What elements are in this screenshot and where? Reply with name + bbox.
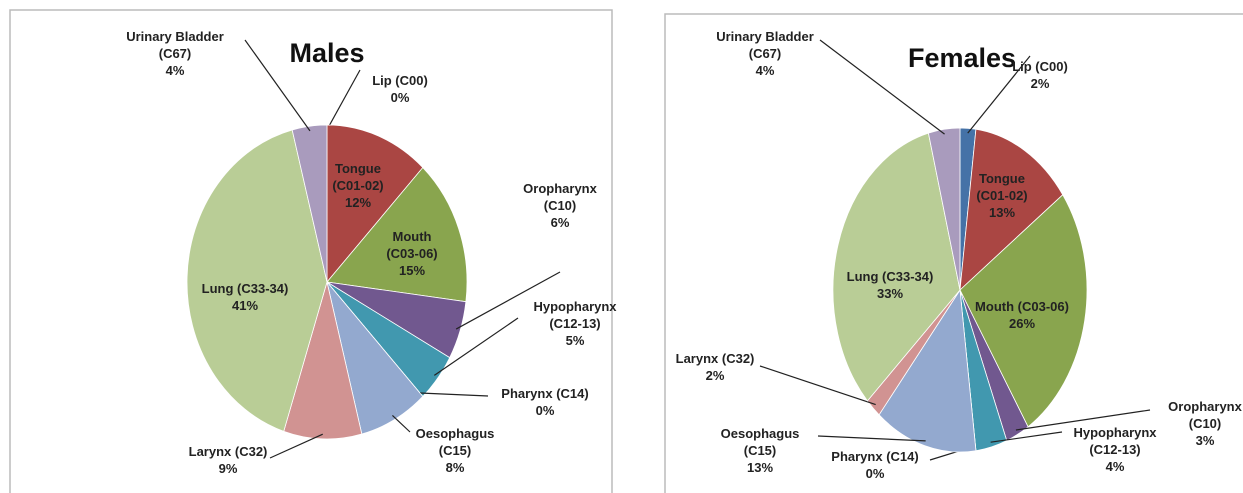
data-label: Oropharynx (C10) 3% [1163, 398, 1243, 449]
data-label: Tongue (C01-02) 13% [965, 170, 1040, 221]
pie-slice [186, 129, 328, 432]
leader-line [269, 433, 323, 459]
data-label: Lung (C33-34) 33% [835, 268, 945, 302]
data-label: Larynx (C32) 2% [660, 350, 770, 384]
category-label: Pharynx (C14) [831, 449, 919, 464]
pie-slice [927, 127, 961, 291]
category-label: Lung (C33-34) [846, 269, 934, 284]
leader-line [759, 365, 876, 406]
pie-slice [291, 124, 328, 283]
data-label: Oesophagus (C15) 13% [715, 425, 805, 476]
value-label: 13% [746, 460, 774, 475]
leader-line [244, 39, 311, 132]
category-label: Larynx (C32) [188, 444, 268, 459]
chart-title: Females [908, 43, 1016, 73]
category-label: Hypopharynx (C12-13) [1073, 425, 1157, 457]
pie-slice [832, 132, 961, 402]
category-label: Pharynx (C14) [501, 386, 589, 401]
category-label: Tongue (C01-02) [332, 161, 384, 193]
value-label: 26% [1008, 316, 1036, 331]
data-label: Mouth (C03-06) 15% [377, 228, 447, 279]
data-label: Hypopharynx (C12-13) 4% [1068, 424, 1163, 475]
pie-slice [326, 124, 424, 284]
value-label: 0% [865, 466, 885, 481]
category-label: Urinary Bladder (C67) [716, 29, 814, 61]
data-label: Lip (C00) 0% [355, 72, 445, 106]
value-label: 6% [550, 215, 570, 230]
pie-slice [878, 288, 977, 453]
leader-line [967, 55, 1031, 134]
leader-line [990, 431, 1063, 443]
leader-line [817, 435, 926, 442]
leader-line [392, 415, 411, 433]
data-label: Lung (C33-34) 41% [190, 280, 300, 314]
leader-line [433, 317, 519, 376]
value-label: 4% [755, 63, 775, 78]
category-label: Mouth (C03-06) [975, 299, 1069, 314]
data-label: Lip (C00) 2% [995, 58, 1085, 92]
value-label: 15% [398, 263, 426, 278]
pie-slice [959, 128, 1064, 292]
data-label: Urinary Bladder (C67) 4% [708, 28, 823, 79]
leader-line [455, 271, 561, 330]
value-label: 2% [705, 368, 725, 383]
value-label: 4% [165, 63, 185, 78]
category-label: Mouth (C03-06) [386, 229, 438, 261]
value-label: 4% [1105, 459, 1125, 474]
data-label: Hypopharynx (C12-13) 5% [528, 298, 623, 349]
data-label: Urinary Bladder (C67) 4% [118, 28, 233, 79]
category-label: Hypopharynx (C12-13) [533, 299, 617, 331]
category-label: Tongue (C01-02) [976, 171, 1028, 203]
category-label: Lip (C00) [372, 73, 428, 88]
pie-slice [326, 166, 468, 303]
pie-slice [283, 280, 363, 440]
category-label: Lip (C00) [1012, 59, 1068, 74]
value-label: 0% [390, 90, 410, 105]
data-label: Pharynx (C14) 0% [490, 385, 600, 419]
value-label: 2% [1030, 76, 1050, 91]
value-label: 0% [535, 403, 555, 418]
value-label: 13% [988, 205, 1016, 220]
category-label: Oesophagus (C15) [415, 426, 495, 458]
value-label: 3% [1195, 433, 1215, 448]
value-label: 33% [876, 286, 904, 301]
data-label: Oropharynx (C10) 6% [518, 180, 603, 231]
leader-line [419, 392, 489, 397]
value-label: 8% [445, 460, 465, 475]
data-label: Oesophagus (C15) 8% [410, 425, 500, 476]
data-label: Larynx (C32) 9% [173, 443, 283, 477]
data-label: Mouth (C03-06) 26% [960, 298, 1085, 332]
category-label: Urinary Bladder (C67) [126, 29, 224, 61]
value-label: 5% [565, 333, 585, 348]
value-label: 41% [231, 298, 259, 313]
category-label: Lung (C33-34) [201, 281, 289, 296]
leader-line [819, 39, 945, 135]
leader-line [1015, 409, 1151, 431]
data-label: Pharynx (C14) 0% [820, 448, 930, 482]
category-label: Oesophagus (C15) [720, 426, 800, 458]
chart-title: Males [289, 38, 364, 68]
category-label: Oropharynx (C10) [1168, 399, 1242, 431]
category-label: Larynx (C32) [675, 351, 755, 366]
value-label: 12% [344, 195, 372, 210]
value-label: 9% [218, 461, 238, 476]
pie-slice [959, 194, 1088, 428]
leader-line [326, 69, 361, 131]
category-label: Oropharynx (C10) [523, 181, 597, 213]
data-label: Tongue (C01-02) 12% [321, 160, 396, 211]
